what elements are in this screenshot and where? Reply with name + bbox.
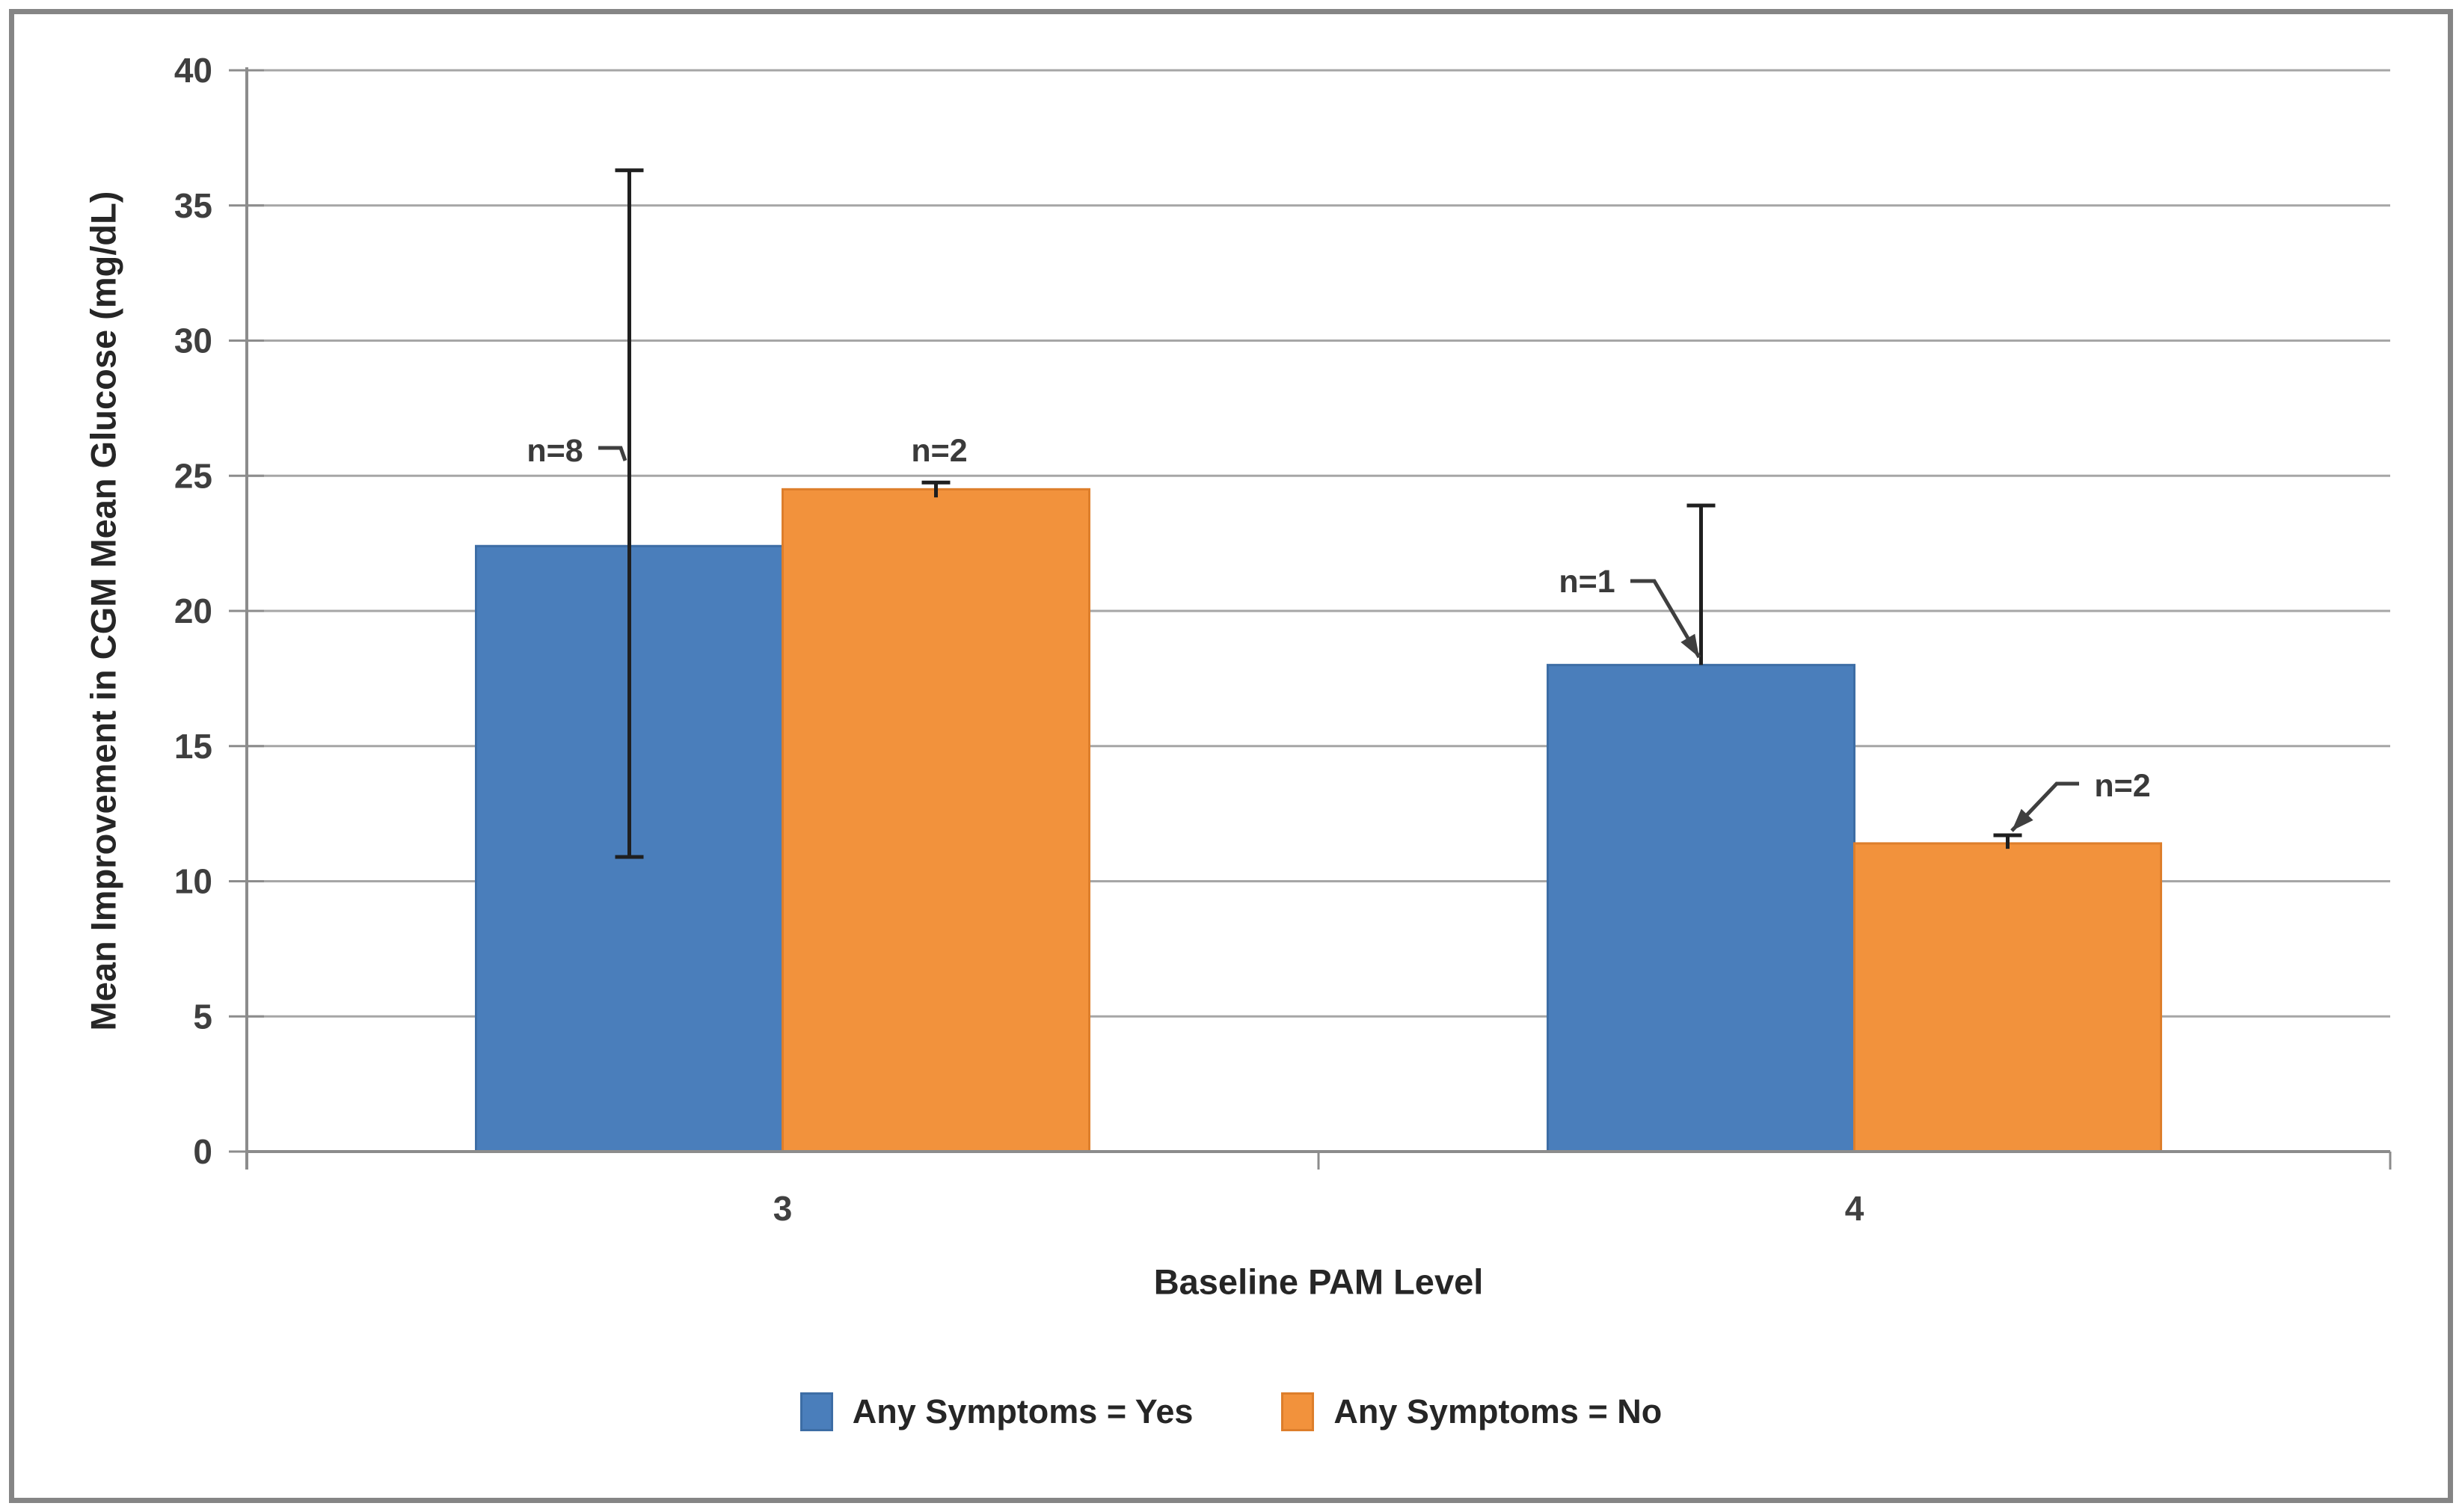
y-axis-title: Mean Improvement in CGM Mean Glucose (mg…: [83, 191, 123, 1031]
legend-item-no: Any Symptoms = No: [1281, 1392, 1662, 1431]
x-axis-title: Baseline PAM Level: [1153, 1261, 1484, 1302]
annotation-label-2: n=1: [1559, 564, 1615, 600]
y-tick-label-35: 35: [174, 186, 212, 225]
legend-swatch-yes: [799, 1392, 833, 1431]
annotation-arrowhead-3: [2012, 808, 2033, 831]
bar-series1-cat0: [782, 488, 1090, 1153]
legend-label-yes: Any Symptoms = Yes: [852, 1392, 1194, 1430]
annotation-leader-2: [1630, 579, 1701, 659]
y-tick-label-10: 10: [174, 862, 212, 901]
y-tick-label-25: 25: [174, 456, 212, 495]
x-category-label-4: 4: [1845, 1189, 1864, 1228]
y-tick-label-5: 5: [193, 997, 212, 1036]
y-tick-label-30: 30: [174, 322, 212, 360]
y-tick-label-0: 0: [193, 1132, 212, 1171]
annotation-leader-0: [598, 446, 627, 461]
y-tick-label-20: 20: [174, 591, 212, 630]
annotation-label-1: n=2: [911, 433, 967, 469]
legend-label-no: Any Symptoms = No: [1333, 1392, 1663, 1430]
x-category-label-3: 3: [773, 1189, 793, 1228]
annotation-label-3: n=2: [2094, 768, 2150, 804]
bar-series1-cat1: [1853, 842, 2162, 1153]
y-tick-label-40: 40: [174, 51, 212, 90]
legend: Any Symptoms = Yes Any Symptoms = No: [0, 1388, 2462, 1436]
y-tick-label-15: 15: [174, 727, 212, 766]
annotation-label-0: n=8: [527, 433, 583, 469]
annotation-arrowhead-2: [1680, 633, 1699, 657]
bar-series0-cat1: [1547, 663, 1855, 1153]
legend-swatch-no: [1281, 1392, 1315, 1431]
legend-item-yes: Any Symptoms = Yes: [799, 1392, 1194, 1431]
